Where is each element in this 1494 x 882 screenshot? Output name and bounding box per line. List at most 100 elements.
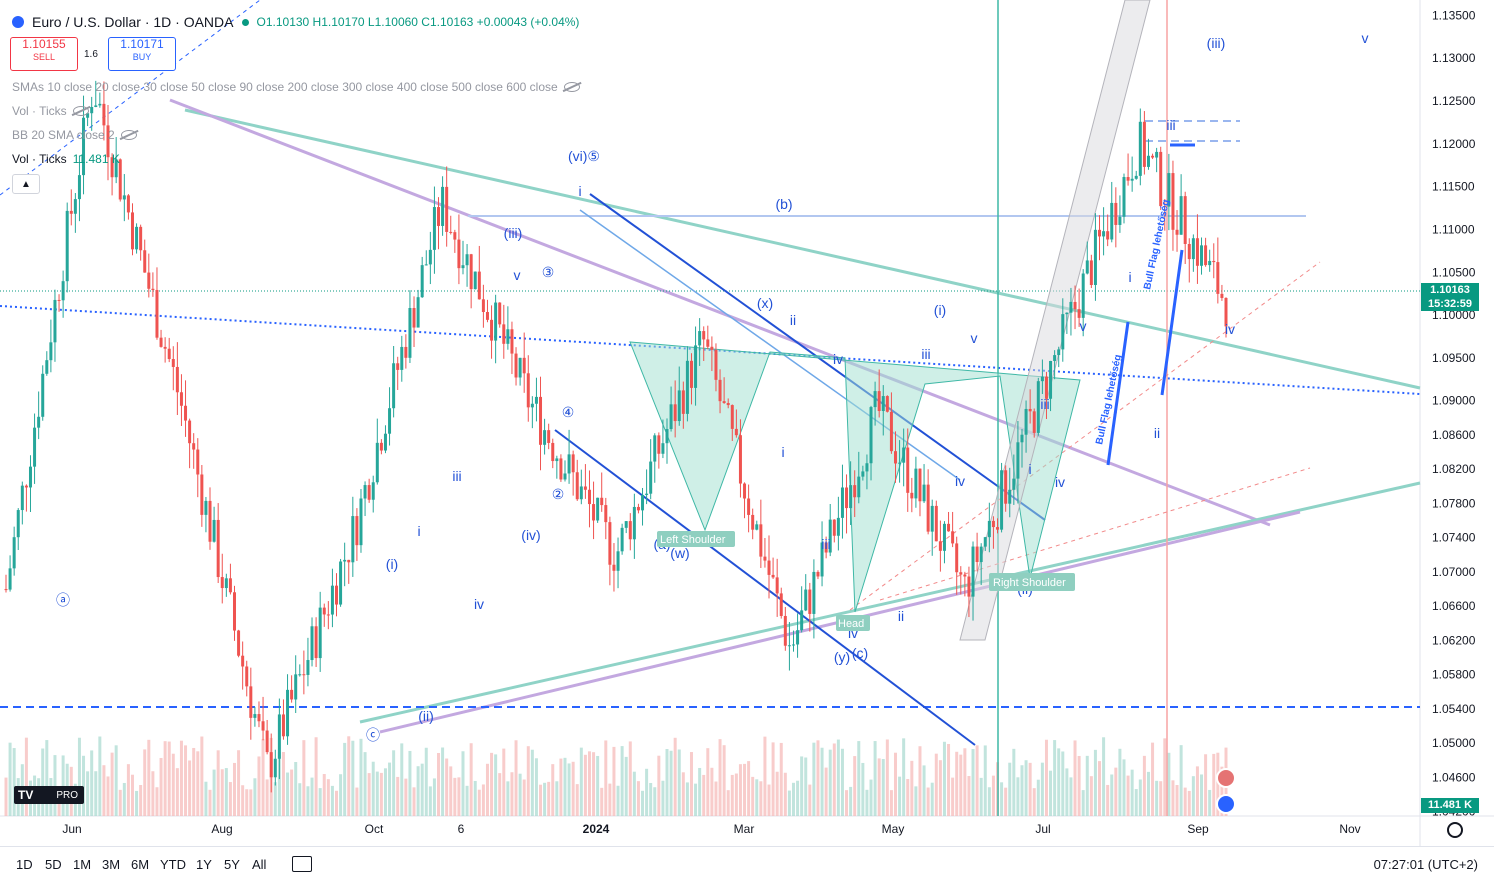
wave-label[interactable]: v	[1362, 30, 1369, 46]
settings-gear-icon[interactable]	[1447, 822, 1463, 838]
candle-body	[816, 571, 820, 577]
purple-resistance-line[interactable]	[169, 98, 1271, 527]
candle-body	[951, 531, 955, 544]
volume-bar	[485, 763, 489, 816]
wave-label[interactable]: iv	[848, 625, 858, 641]
teal-support-line[interactable]	[359, 481, 1421, 724]
sell-button[interactable]: 1.10155 SELL	[10, 37, 78, 71]
sma-legend[interactable]: SMAs 10 close 20 close 30 close 50 close…	[12, 80, 580, 94]
tradingview-logo[interactable]: TV PRO	[14, 786, 84, 804]
eye-hidden-icon[interactable]	[563, 82, 580, 92]
time-axis[interactable]: Jun Aug Oct 6 2024 Mar May Jul Sep Nov	[62, 822, 1360, 836]
wave-label[interactable]: (c)	[852, 645, 868, 661]
timeframe-3m[interactable]: 3M	[102, 857, 121, 872]
wave-label[interactable]: (vi)⑤	[568, 148, 600, 164]
wave-label[interactable]: i	[781, 444, 784, 460]
dashed-trendline[interactable]	[0, 0, 261, 196]
symbol-header[interactable]: Euro / U.S. Dollar · 1D · OANDA O1.10130…	[12, 14, 579, 30]
vol-hidden-legend[interactable]: Vol · Ticks	[12, 104, 89, 118]
wave-label[interactable]: v	[514, 267, 521, 283]
eu-flag-icon[interactable]	[1216, 794, 1236, 814]
channel-lower[interactable]	[554, 429, 976, 746]
fib-fan-band[interactable]	[959, 0, 1151, 641]
collapse-legend-button[interactable]: ▲	[12, 174, 40, 194]
wave-label[interactable]: (i)	[934, 302, 946, 318]
wave-label[interactable]: (y)	[834, 649, 850, 665]
volume-bar	[135, 790, 139, 816]
flag-pole-2[interactable]	[1106, 321, 1130, 466]
wave-label[interactable]: i	[578, 183, 581, 199]
timeframe-5d[interactable]: 5D	[45, 857, 62, 872]
wave-label[interactable]: (x)	[757, 295, 773, 311]
wave-label[interactable]: ④	[562, 404, 575, 420]
candle-body	[86, 113, 90, 118]
volume-bar	[751, 776, 755, 816]
wave-label[interactable]: iv	[1055, 474, 1065, 490]
volume-bar	[583, 754, 587, 816]
wave-label[interactable]: iv	[474, 596, 484, 612]
candle-body	[1179, 196, 1183, 235]
timeframe-all[interactable]: All	[252, 857, 267, 872]
red-dashed-channel-lower[interactable]	[879, 467, 1311, 601]
candle-body	[947, 523, 951, 532]
wave-label[interactable]: iii	[1040, 396, 1049, 412]
timeframe-ytd[interactable]: YTD	[160, 857, 186, 872]
eye-hidden-icon[interactable]	[72, 106, 89, 116]
wave-label[interactable]: (b)	[775, 196, 792, 212]
symbol-title[interactable]: Euro / U.S. Dollar · 1D · OANDA	[32, 14, 234, 30]
price-axis[interactable]: 1.13500 1.13000 1.12500 1.12000 1.11500 1.110…	[1432, 8, 1476, 818]
timeframe-1y[interactable]: 1Y	[196, 857, 212, 872]
wave-label[interactable]: ii	[1154, 425, 1160, 441]
wave-label[interactable]: iii	[452, 468, 461, 484]
wave-label[interactable]: ②	[552, 486, 565, 502]
wave-label[interactable]: iv	[833, 351, 843, 367]
clock[interactable]: 07:27:01 (UTC+2)	[1373, 857, 1478, 872]
wave-label[interactable]: (i)	[386, 556, 398, 572]
timeframe-6m[interactable]: 6M	[131, 857, 150, 872]
wave-label[interactable]: v	[971, 330, 978, 346]
wave-label[interactable]: (iii)	[1207, 35, 1226, 51]
volume-bar	[677, 749, 681, 816]
wave-label[interactable]: ③	[542, 264, 555, 280]
flag-pole[interactable]	[1160, 249, 1184, 396]
date-range-icon[interactable]	[292, 856, 312, 872]
volume-bar	[355, 787, 359, 816]
buy-button[interactable]: 1.10171 BUY	[108, 37, 176, 71]
bull-flag-label-2[interactable]: Bull Flag lehetőség	[1094, 354, 1124, 446]
us-flag-icon[interactable]	[1216, 768, 1236, 788]
wave-label[interactable]: (ii)	[418, 708, 434, 724]
wave-label[interactable]: (iv)	[521, 527, 540, 543]
volume-bar	[1089, 776, 1093, 816]
wave-label[interactable]: (iii)	[504, 225, 523, 241]
volume-bar	[232, 762, 236, 816]
wave-label[interactable]: iii	[821, 536, 830, 552]
wave-label[interactable]: iv	[1225, 321, 1235, 337]
teal-resistance-line[interactable]	[184, 108, 1421, 390]
pattern-labels[interactable]: Left Shoulder Head Right Shoulder	[657, 531, 1075, 631]
time-tick-label: 6	[458, 822, 465, 836]
wave-label[interactable]: i	[417, 523, 420, 539]
wave-label[interactable]: (w)	[670, 545, 689, 561]
wave-label[interactable]: ii	[790, 312, 796, 328]
candle-body	[959, 572, 963, 575]
wave-label[interactable]: ⓒ	[366, 727, 380, 743]
wave-label[interactable]: iii	[921, 346, 930, 362]
wave-label[interactable]: i	[1128, 269, 1131, 285]
wave-label[interactable]: v	[1080, 318, 1087, 334]
wave-label[interactable]: iii	[1166, 117, 1175, 133]
drawings[interactable]	[0, 0, 1421, 816]
wave-label[interactable]: i	[1028, 461, 1031, 477]
wave-label[interactable]: ⓐ	[56, 592, 70, 608]
candle-body	[743, 483, 747, 499]
wave-label[interactable]: ii	[898, 608, 904, 624]
eye-hidden-icon[interactable]	[120, 130, 137, 140]
timeframe-1d[interactable]: 1D	[16, 857, 33, 872]
red-dashed-channel-upper[interactable]	[849, 261, 1321, 611]
timeframe-5y[interactable]: 5Y	[224, 857, 240, 872]
timeframe-1m[interactable]: 1M	[73, 857, 92, 872]
wave-label[interactable]: iv	[955, 473, 965, 489]
bb-legend[interactable]: BB 20 SMA close 2	[12, 128, 137, 142]
vol-legend[interactable]: Vol · Ticks 11.481 K	[12, 152, 120, 166]
